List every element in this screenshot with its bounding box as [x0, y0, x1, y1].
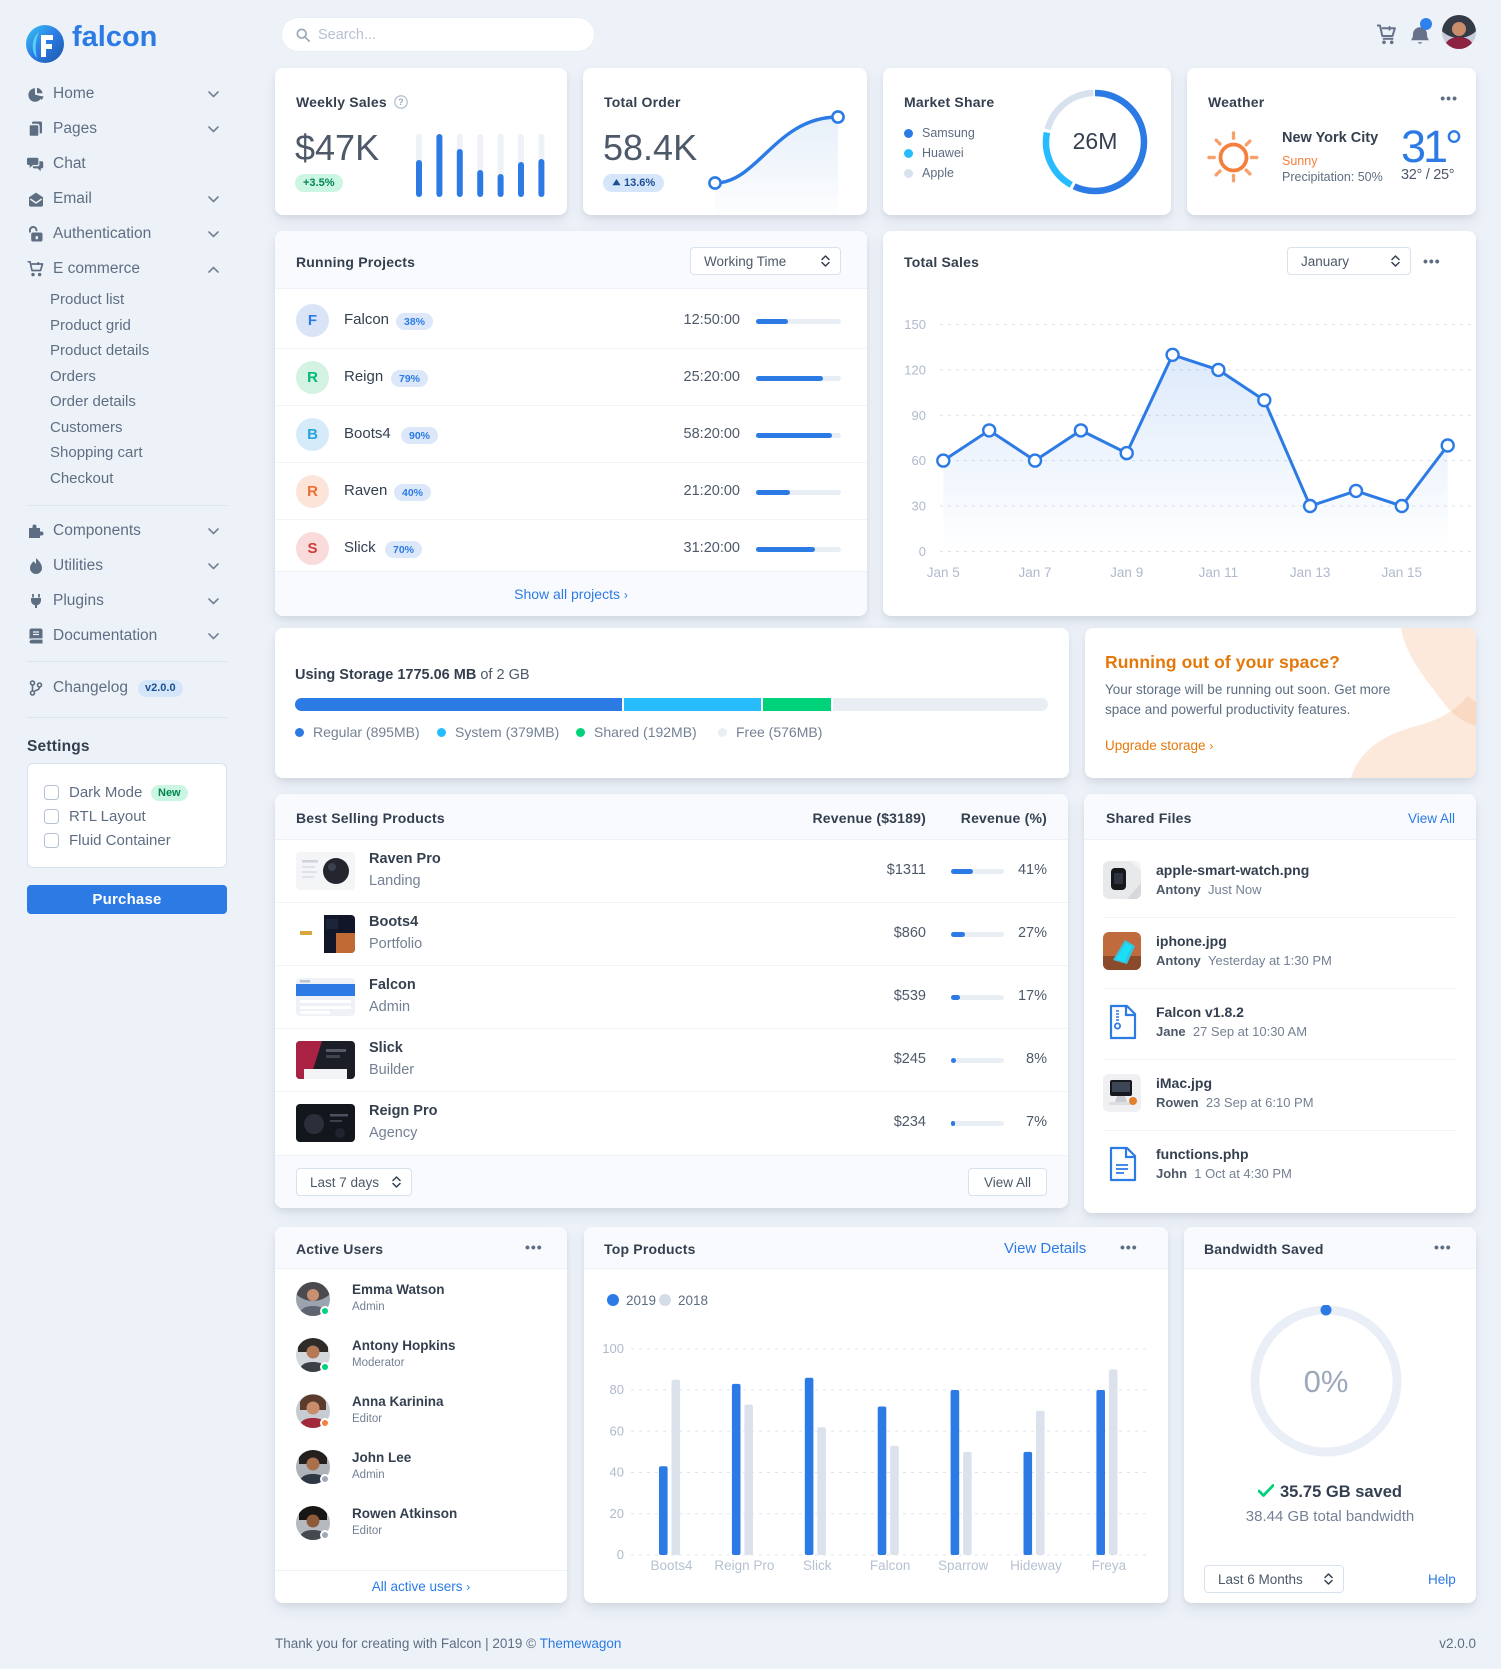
svg-text:Jan 13: Jan 13	[1290, 565, 1331, 580]
svg-text:2018: 2018	[678, 1293, 708, 1308]
svg-text:120: 120	[904, 362, 926, 377]
svg-text:0: 0	[919, 544, 926, 559]
svg-text:Jan 7: Jan 7	[1018, 565, 1051, 580]
svg-text:60: 60	[912, 453, 926, 468]
svg-text:Freya: Freya	[1092, 1558, 1127, 1573]
svg-text:Falcon: Falcon	[870, 1558, 911, 1573]
svg-text:150: 150	[904, 317, 926, 332]
svg-text:Jan 5: Jan 5	[927, 565, 960, 580]
svg-text:Slick: Slick	[803, 1558, 832, 1573]
svg-text:?: ?	[398, 97, 404, 107]
svg-text:0: 0	[617, 1547, 624, 1562]
svg-text:80: 80	[610, 1382, 624, 1397]
svg-text:100: 100	[602, 1341, 624, 1356]
svg-text:Jan 11: Jan 11	[1199, 565, 1239, 580]
svg-text:90: 90	[912, 408, 926, 423]
svg-text:Reign Pro: Reign Pro	[714, 1558, 774, 1573]
svg-text:26M: 26M	[1073, 128, 1118, 154]
svg-text:40: 40	[610, 1465, 624, 1480]
svg-text:Jan 9: Jan 9	[1110, 565, 1143, 580]
svg-text:30: 30	[912, 499, 926, 514]
svg-text:60: 60	[610, 1424, 624, 1439]
svg-text:Jan 15: Jan 15	[1382, 565, 1423, 580]
svg-text:Hideway: Hideway	[1010, 1558, 1062, 1573]
svg-text:Sparrow: Sparrow	[938, 1558, 989, 1573]
svg-text:20: 20	[610, 1506, 624, 1521]
svg-text:2019: 2019	[626, 1293, 656, 1308]
svg-text:0%: 0%	[1304, 1364, 1349, 1399]
svg-text:Boots4: Boots4	[650, 1558, 693, 1573]
